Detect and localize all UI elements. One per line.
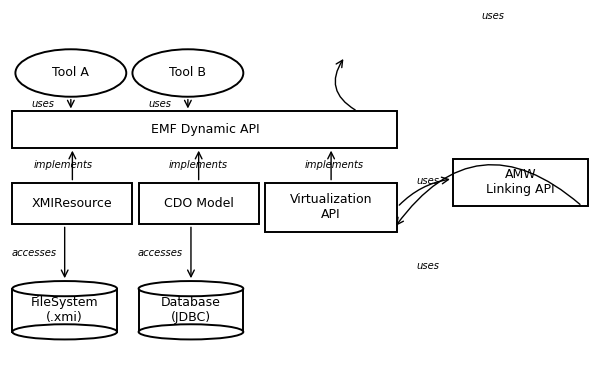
Bar [12, 289, 117, 332]
Text: Virtualization
API: Virtualization API [290, 193, 372, 221]
Text: CDO Model: CDO Model [164, 197, 233, 210]
Text: EMF Dynamic API: EMF Dynamic API [150, 123, 259, 136]
Ellipse shape [12, 324, 117, 339]
Bar [12, 182, 132, 224]
Bar [139, 182, 259, 224]
Text: uses: uses [416, 176, 440, 186]
Bar [453, 159, 588, 206]
Text: uses: uses [31, 99, 55, 109]
Text: FileSystem
(.xmi): FileSystem (.xmi) [31, 296, 99, 324]
Text: uses: uses [148, 99, 172, 109]
Ellipse shape [139, 324, 243, 339]
Ellipse shape [12, 281, 117, 296]
Text: Tool A: Tool A [52, 66, 89, 80]
Bar [12, 111, 397, 148]
Text: accesses: accesses [137, 248, 183, 258]
Text: implements: implements [34, 160, 92, 170]
Text: uses: uses [481, 11, 505, 22]
Text: AMW
Linking API: AMW Linking API [486, 169, 555, 196]
Text: uses: uses [416, 261, 440, 272]
Text: accesses: accesses [11, 248, 57, 258]
Bar [265, 182, 397, 232]
Ellipse shape [139, 281, 243, 296]
Text: Database
(JDBC): Database (JDBC) [161, 296, 221, 324]
Text: implements: implements [305, 160, 363, 170]
Bar [139, 289, 243, 332]
Text: Tool B: Tool B [169, 66, 206, 80]
Text: XMIResource: XMIResource [32, 197, 113, 210]
Text: implements: implements [169, 160, 228, 170]
